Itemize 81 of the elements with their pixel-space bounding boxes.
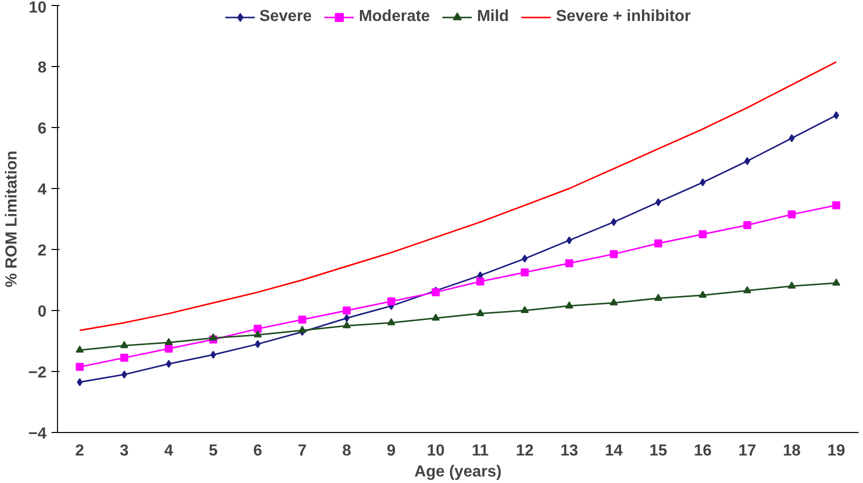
point [121, 370, 128, 379]
x-tick-label: 14 [604, 442, 623, 460]
point [788, 210, 796, 218]
x-tick-label: 10 [426, 442, 445, 460]
legend-label: Severe [259, 8, 312, 26]
point [655, 198, 662, 206]
x-axis-title: Age (years) [414, 464, 502, 480]
point [565, 259, 574, 268]
point [610, 218, 617, 226]
point [254, 324, 262, 333]
point [476, 309, 484, 316]
point [254, 330, 262, 338]
y-tick-label: 6 [38, 120, 47, 138]
x-tick-label: 7 [298, 442, 307, 460]
point [164, 338, 173, 346]
point [698, 230, 707, 238]
point [387, 318, 396, 326]
y-tick-label: 0 [38, 304, 47, 320]
point [166, 360, 172, 368]
point [610, 250, 618, 258]
point [298, 316, 306, 324]
point [700, 178, 706, 186]
x-tick-label: 15 [649, 442, 668, 460]
point [698, 290, 707, 298]
point [654, 239, 662, 248]
x-tick-label: 16 [694, 442, 712, 460]
x-tick-label: 11 [472, 442, 489, 460]
point [522, 254, 528, 263]
y-tick-label: 2 [38, 242, 47, 260]
legend-label: Moderate [358, 8, 430, 26]
point [342, 321, 351, 328]
x-tick-label: 5 [208, 442, 218, 460]
point [164, 344, 173, 353]
legend-label: Mild [476, 8, 509, 26]
x-tick-label: 3 [120, 442, 129, 460]
y-tick-label: −2 [28, 364, 47, 382]
point [788, 282, 796, 289]
point [476, 278, 484, 286]
point [76, 346, 84, 353]
point [210, 350, 216, 359]
x-tick-label: 8 [342, 442, 352, 460]
point [520, 268, 529, 276]
line-series [79, 61, 837, 332]
x-tick-label: 18 [782, 442, 801, 460]
point [788, 134, 795, 142]
point [120, 354, 128, 362]
y-tick-label: −4 [28, 426, 47, 442]
x-tick-label: 17 [738, 442, 756, 460]
point [432, 314, 440, 321]
point [76, 362, 84, 371]
x-tick-label: 12 [516, 442, 534, 460]
x-tick-label: 9 [386, 442, 396, 460]
point [832, 278, 840, 286]
point [833, 111, 840, 120]
point [566, 236, 572, 244]
point [120, 341, 128, 348]
point [610, 298, 618, 306]
x-tick-label: 13 [560, 442, 578, 460]
legend-label: Severe + inhibitor [556, 8, 691, 26]
x-tick-label: 6 [253, 442, 262, 460]
point [743, 221, 752, 230]
point [520, 306, 529, 314]
point [832, 201, 840, 210]
point [209, 333, 218, 340]
point [76, 378, 83, 386]
x-tick-label: 2 [75, 442, 84, 460]
x-tick-label: 19 [827, 442, 846, 460]
x-tick-label: 4 [164, 442, 174, 460]
y-axis-title: % ROM Limitation [3, 150, 20, 288]
y-tick-label: 4 [38, 182, 47, 198]
point [743, 286, 752, 294]
point [565, 301, 574, 308]
y-tick-label: 10 [28, 0, 47, 16]
point [344, 314, 350, 322]
point [744, 157, 750, 166]
point [254, 340, 261, 348]
point [298, 326, 306, 333]
point [654, 294, 662, 301]
point [342, 306, 351, 314]
point [387, 297, 396, 306]
y-tick-label: 8 [38, 60, 47, 76]
